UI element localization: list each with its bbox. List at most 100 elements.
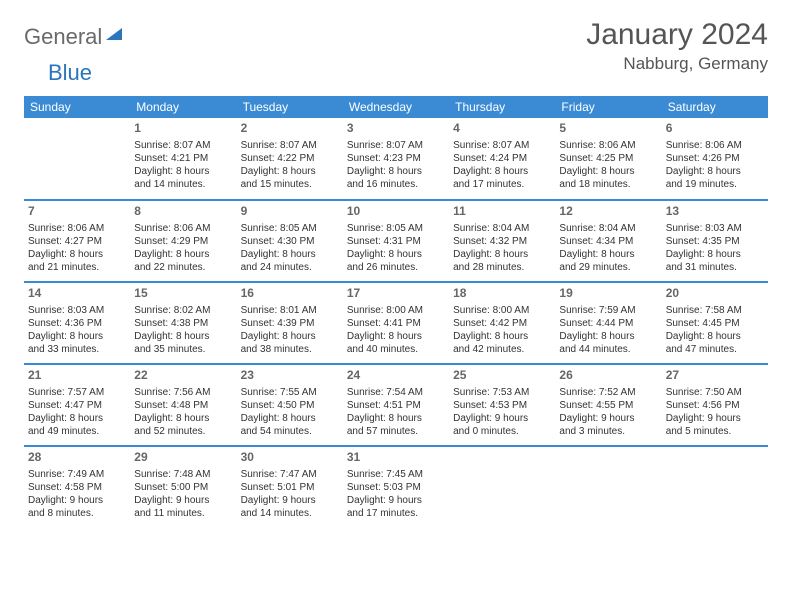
sunrise-label: Sunrise: 7:52 AM bbox=[559, 386, 657, 399]
calendar-cell: 20Sunrise: 7:58 AMSunset: 4:45 PMDayligh… bbox=[662, 282, 768, 364]
calendar-week-row: 14Sunrise: 8:03 AMSunset: 4:36 PMDayligh… bbox=[24, 282, 768, 364]
daylight2-label: and 31 minutes. bbox=[666, 261, 764, 274]
day-number: 22 bbox=[134, 368, 232, 384]
daylight2-label: and 17 minutes. bbox=[453, 178, 551, 191]
sunrise-label: Sunrise: 8:03 AM bbox=[666, 222, 764, 235]
daylight1-label: Daylight: 8 hours bbox=[28, 412, 126, 425]
daylight1-label: Daylight: 8 hours bbox=[666, 248, 764, 261]
sunrise-label: Sunrise: 8:07 AM bbox=[347, 139, 445, 152]
sunrise-label: Sunrise: 7:56 AM bbox=[134, 386, 232, 399]
daylight2-label: and 29 minutes. bbox=[559, 261, 657, 274]
day-number: 5 bbox=[559, 121, 657, 137]
calendar-cell: 29Sunrise: 7:48 AMSunset: 5:00 PMDayligh… bbox=[130, 446, 236, 528]
daylight1-label: Daylight: 8 hours bbox=[347, 330, 445, 343]
day-number: 17 bbox=[347, 286, 445, 302]
day-number: 12 bbox=[559, 204, 657, 220]
daylight1-label: Daylight: 9 hours bbox=[453, 412, 551, 425]
logo-blue: Blue bbox=[48, 60, 92, 85]
daylight1-label: Daylight: 8 hours bbox=[134, 412, 232, 425]
daylight2-label: and 16 minutes. bbox=[347, 178, 445, 191]
day-number: 13 bbox=[666, 204, 764, 220]
sunrise-label: Sunrise: 8:06 AM bbox=[666, 139, 764, 152]
day-number: 16 bbox=[241, 286, 339, 302]
day-number: 7 bbox=[28, 204, 126, 220]
calendar-cell: 3Sunrise: 8:07 AMSunset: 4:23 PMDaylight… bbox=[343, 118, 449, 200]
daylight2-label: and 8 minutes. bbox=[28, 507, 126, 520]
daylight2-label: and 35 minutes. bbox=[134, 343, 232, 356]
location-label: Nabburg, Germany bbox=[586, 54, 768, 74]
sunrise-label: Sunrise: 8:04 AM bbox=[559, 222, 657, 235]
sunrise-label: Sunrise: 7:47 AM bbox=[241, 468, 339, 481]
calendar-cell: 25Sunrise: 7:53 AMSunset: 4:53 PMDayligh… bbox=[449, 364, 555, 446]
calendar-cell: 27Sunrise: 7:50 AMSunset: 4:56 PMDayligh… bbox=[662, 364, 768, 446]
daylight1-label: Daylight: 8 hours bbox=[453, 330, 551, 343]
sunset-label: Sunset: 4:45 PM bbox=[666, 317, 764, 330]
sunset-label: Sunset: 4:48 PM bbox=[134, 399, 232, 412]
sunrise-label: Sunrise: 7:49 AM bbox=[28, 468, 126, 481]
calendar-cell: 13Sunrise: 8:03 AMSunset: 4:35 PMDayligh… bbox=[662, 200, 768, 282]
calendar-cell: 1Sunrise: 8:07 AMSunset: 4:21 PMDaylight… bbox=[130, 118, 236, 200]
daylight1-label: Daylight: 8 hours bbox=[241, 412, 339, 425]
daylight1-label: Daylight: 8 hours bbox=[666, 330, 764, 343]
day-number: 23 bbox=[241, 368, 339, 384]
calendar-cell: 22 Sunrise: 7:56 AMSunset: 4:48 PMDayligh… bbox=[130, 364, 236, 446]
day-number: 21 bbox=[28, 368, 126, 384]
page-title: January 2024 bbox=[586, 18, 768, 52]
day-number: 11 bbox=[453, 204, 551, 220]
day-number: 19 bbox=[559, 286, 657, 302]
daylight1-label: Daylight: 8 hours bbox=[347, 165, 445, 178]
day-number: 3 bbox=[347, 121, 445, 137]
daylight1-label: Daylight: 9 hours bbox=[28, 494, 126, 507]
sunrise-label: Sunrise: 8:06 AM bbox=[28, 222, 126, 235]
daylight2-label: and 11 minutes. bbox=[134, 507, 232, 520]
day-number: 25 bbox=[453, 368, 551, 384]
calendar-cell: 17Sunrise: 8:00 AMSunset: 4:41 PMDayligh… bbox=[343, 282, 449, 364]
daylight2-label: and 14 minutes. bbox=[134, 178, 232, 191]
daylight2-label: and 33 minutes. bbox=[28, 343, 126, 356]
daylight1-label: Daylight: 8 hours bbox=[453, 165, 551, 178]
sunset-label: Sunset: 4:32 PM bbox=[453, 235, 551, 248]
calendar-cell: 8Sunrise: 8:06 AMSunset: 4:29 PMDaylight… bbox=[130, 200, 236, 282]
day-number: 26 bbox=[559, 368, 657, 384]
sunset-label: Sunset: 4:25 PM bbox=[559, 152, 657, 165]
sunset-label: Sunset: 4:38 PM bbox=[134, 317, 232, 330]
daylight2-label: and 0 minutes. bbox=[453, 425, 551, 438]
daylight2-label: and 42 minutes. bbox=[453, 343, 551, 356]
day-number: 24 bbox=[347, 368, 445, 384]
sunrise-label: Sunrise: 8:05 AM bbox=[347, 222, 445, 235]
day-header: Monday bbox=[130, 96, 236, 118]
calendar-cell: 5Sunrise: 8:06 AMSunset: 4:25 PMDaylight… bbox=[555, 118, 661, 200]
sunrise-label: Sunrise: 7:57 AM bbox=[28, 386, 126, 399]
day-number: 29 bbox=[134, 450, 232, 466]
sunrise-label: Sunrise: 8:00 AM bbox=[347, 304, 445, 317]
daylight1-label: Daylight: 9 hours bbox=[347, 494, 445, 507]
calendar-cell: 12Sunrise: 8:04 AMSunset: 4:34 PMDayligh… bbox=[555, 200, 661, 282]
daylight1-label: Daylight: 8 hours bbox=[559, 330, 657, 343]
day-header: Sunday bbox=[24, 96, 130, 118]
day-header-row: Sunday Monday Tuesday Wednesday Thursday… bbox=[24, 96, 768, 118]
calendar-cell bbox=[555, 446, 661, 528]
sunset-label: Sunset: 4:31 PM bbox=[347, 235, 445, 248]
daylight1-label: Daylight: 8 hours bbox=[559, 165, 657, 178]
sunrise-label: Sunrise: 8:02 AM bbox=[134, 304, 232, 317]
day-number: 27 bbox=[666, 368, 764, 384]
sunset-label: Sunset: 4:44 PM bbox=[559, 317, 657, 330]
sunset-label: Sunset: 4:58 PM bbox=[28, 481, 126, 494]
daylight2-label: and 44 minutes. bbox=[559, 343, 657, 356]
daylight2-label: and 14 minutes. bbox=[241, 507, 339, 520]
calendar-cell: 15Sunrise: 8:02 AMSunset: 4:38 PMDayligh… bbox=[130, 282, 236, 364]
daylight1-label: Daylight: 8 hours bbox=[666, 165, 764, 178]
daylight1-label: Daylight: 8 hours bbox=[347, 248, 445, 261]
day-number: 28 bbox=[28, 450, 126, 466]
sunset-label: Sunset: 4:47 PM bbox=[28, 399, 126, 412]
day-header: Saturday bbox=[662, 96, 768, 118]
day-number: 15 bbox=[134, 286, 232, 302]
calendar-cell: 23Sunrise: 7:55 AMSunset: 4:50 PMDayligh… bbox=[237, 364, 343, 446]
day-number: 6 bbox=[666, 121, 764, 137]
sunrise-label: Sunrise: 8:05 AM bbox=[241, 222, 339, 235]
sunset-label: Sunset: 4:29 PM bbox=[134, 235, 232, 248]
calendar-cell: 10Sunrise: 8:05 AMSunset: 4:31 PMDayligh… bbox=[343, 200, 449, 282]
day-number: 14 bbox=[28, 286, 126, 302]
daylight1-label: Daylight: 9 hours bbox=[559, 412, 657, 425]
calendar-cell: 24Sunrise: 7:54 AMSunset: 4:51 PMDayligh… bbox=[343, 364, 449, 446]
